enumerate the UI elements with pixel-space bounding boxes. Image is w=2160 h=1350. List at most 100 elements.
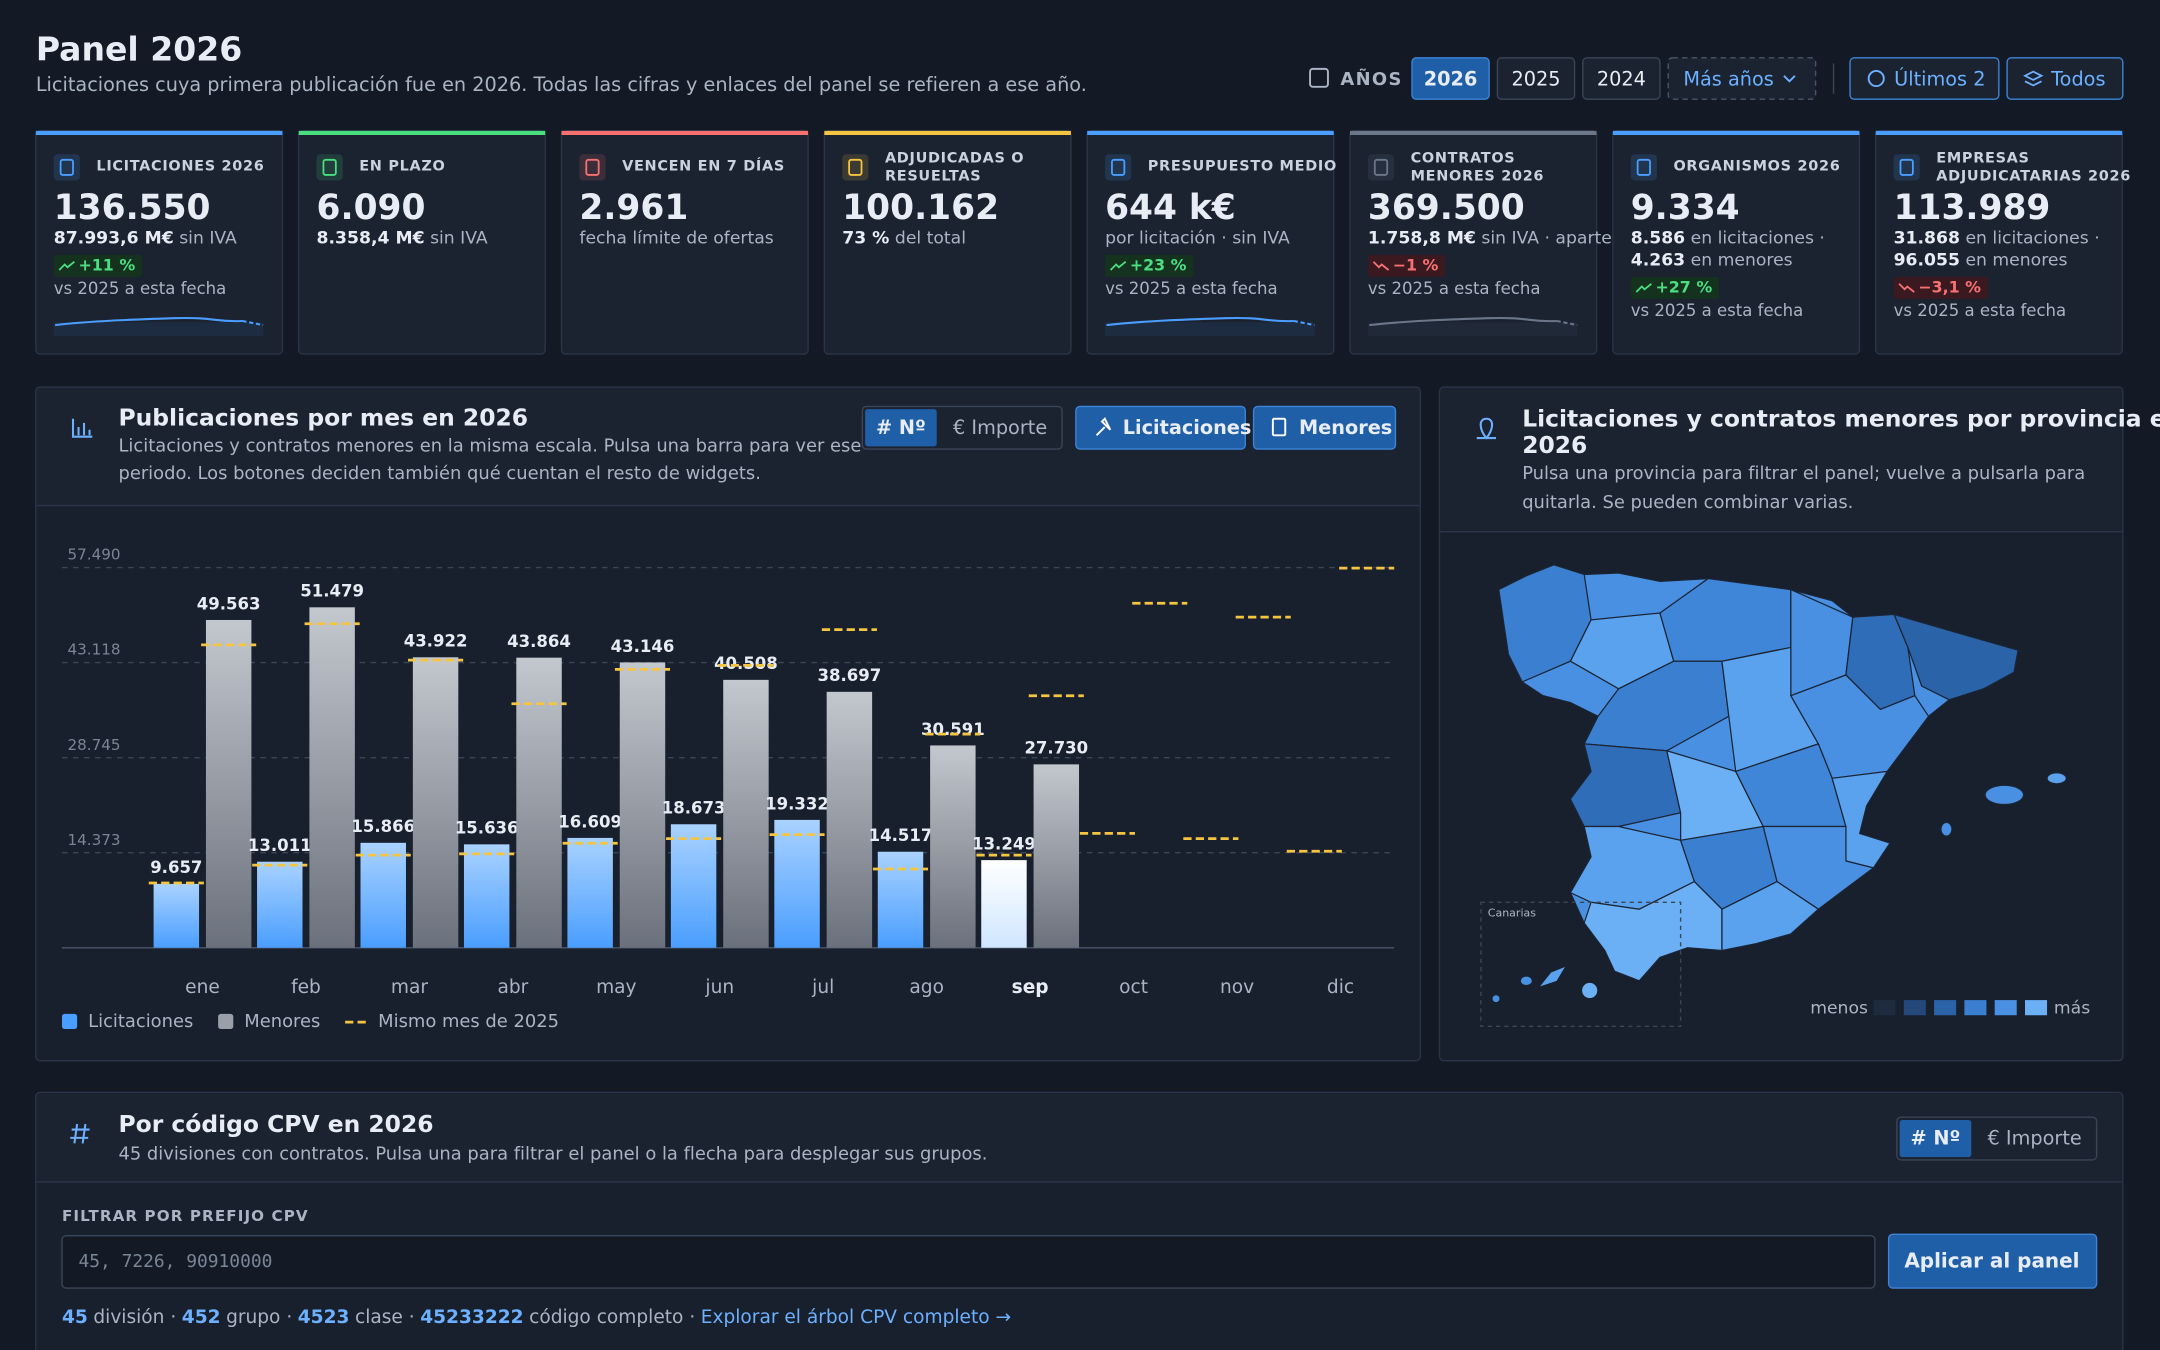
island[interactable] [1984, 784, 2025, 806]
island[interactable] [1940, 821, 1953, 837]
cpv-input-placeholder[interactable]: 45, 7226, 90910000 [79, 1251, 273, 1272]
card-detail: 31.868 en licitaciones · [1894, 228, 2100, 248]
detail-strong: 8.586 [1631, 228, 1685, 248]
card-icon [53, 154, 80, 181]
toggle-active[interactable] [865, 409, 937, 447]
toggle-amount[interactable]: € Importe [1988, 1127, 2082, 1150]
more-years-label[interactable]: Más años [1683, 67, 1773, 90]
detail-text: en licitaciones · [1965, 228, 2099, 248]
panel-title: Publicaciones por mes en 2026 [118, 403, 528, 431]
kpi-card: EMPRESAS ADJUDICATARIAS 2026 113.98931.868… [1874, 130, 2130, 355]
example-code: 452 [182, 1306, 221, 1327]
year-button-label[interactable]: 2026 [1424, 67, 1478, 90]
cpv-panel: Por código CPV en 2026 45 divisiones con… [35, 1091, 2124, 1350]
year-button[interactable] [1582, 57, 1661, 100]
cpv-input[interactable] [61, 1234, 1876, 1289]
filter-label[interactable]: Menores [1299, 416, 1392, 439]
delta-badge [1105, 254, 1194, 277]
toggle-active[interactable] [1899, 1119, 1972, 1158]
value-label: 13.249 [972, 834, 1036, 853]
card [1086, 130, 1335, 355]
last-two-label[interactable]: Últimos 2 [1894, 66, 1985, 90]
detail-strong: 96.055 [1894, 250, 1960, 270]
toggle-count[interactable]: # Nº [1911, 1127, 1961, 1150]
page-title: Panel 2026 [36, 29, 242, 68]
island[interactable] [1540, 967, 1565, 987]
card-note: vs 2025 a esta fecha [1631, 301, 1804, 320]
card-label: CONTRATOS [1411, 150, 1516, 166]
bar [670, 824, 717, 948]
year-button[interactable] [1496, 57, 1576, 100]
x-tick-label: nov [1220, 977, 1254, 998]
example-code: 4523 [298, 1306, 350, 1327]
province[interactable] [1583, 880, 1723, 982]
province[interactable] [1893, 613, 2019, 701]
apply-button[interactable] [1887, 1233, 2098, 1289]
bar [877, 851, 924, 948]
card-label: MENORES 2026 [1411, 168, 1545, 184]
bar [257, 861, 303, 948]
map-icon [1476, 417, 1497, 440]
province[interactable] [1569, 743, 1682, 828]
card-icon [316, 154, 343, 181]
all-label[interactable]: Todos [2050, 67, 2105, 90]
example-code: 45233222 [420, 1306, 523, 1327]
year-button-label[interactable]: 2025 [1511, 67, 1560, 90]
bar [360, 842, 406, 948]
filter-button[interactable] [1252, 405, 1397, 450]
year-controls: AÑOS 2026 2025 2024 Más años Últimos 2 T… [1309, 57, 2124, 100]
filter-button[interactable] [1075, 405, 1246, 450]
card-icon-glyph [1111, 158, 1126, 176]
island[interactable] [2046, 772, 2067, 785]
y-tick-label: 43.118 [68, 641, 121, 659]
apply-button-label[interactable]: Aplicar al panel [1904, 1248, 2079, 1272]
value-label: 38.697 [818, 666, 882, 685]
card-accent [35, 130, 283, 135]
sparkline-area [1105, 322, 1315, 337]
chevron-icon [1783, 75, 1796, 83]
panel-title: Por código CPV en 2026 [118, 1110, 433, 1138]
all-button[interactable] [2006, 57, 2124, 100]
value-label: 51.479 [300, 582, 364, 601]
card-detail: 1.758,8 M€ sin IVA · aparte [1368, 228, 1612, 248]
panel-subtitle: Pulsa una provincia para filtrar el pane… [1522, 463, 2085, 484]
last-two-button[interactable] [1849, 57, 2000, 100]
island[interactable] [1520, 976, 1532, 985]
panel-header [37, 1093, 2122, 1182]
sparkline-projection [242, 319, 264, 327]
x-tick-label: mar [391, 977, 428, 998]
card-label: EN PLAZO [359, 159, 445, 175]
card-note: vs 2025 a esta fecha [54, 279, 227, 298]
card-detail: 8.586 en licitaciones · [1631, 228, 1825, 248]
filter-label[interactable]: Licitaciones [1123, 416, 1252, 439]
bar [981, 860, 1027, 948]
more-years-button[interactable] [1667, 57, 1817, 100]
sparkline [1106, 316, 1294, 327]
legend-swatch [2025, 1000, 2048, 1016]
toggle-count[interactable]: # Nº [876, 416, 926, 439]
detail-strong: 87.993,6 M€ [54, 228, 174, 248]
island[interactable] [1582, 982, 1598, 999]
toggle-amount[interactable]: € Importe [953, 416, 1047, 439]
detail-strong: 73 % [842, 228, 889, 248]
delta-arrow [1898, 283, 1915, 293]
detail-text: sin IVA [430, 228, 488, 248]
bar [723, 679, 769, 948]
year-button[interactable] [1411, 57, 1490, 100]
card [1349, 130, 1598, 355]
detail-text: en menores [1691, 250, 1793, 270]
value-label: 18.673 [662, 799, 726, 818]
y-tick-label: 57.490 [68, 546, 121, 564]
card [823, 130, 1072, 355]
island[interactable] [1492, 995, 1500, 1003]
delta-badge [1893, 276, 1988, 299]
cpv-tree-link[interactable]: Explorar el árbol CPV completo → [701, 1306, 1011, 1327]
year-button-label[interactable]: 2024 [1597, 67, 1646, 90]
detail-text: en menores [1965, 250, 2067, 270]
card-label: ADJUDICADAS O [885, 150, 1024, 166]
example-text: clase · [355, 1306, 415, 1327]
detail-text: sin IVA [179, 228, 237, 248]
province[interactable] [1721, 880, 1820, 952]
